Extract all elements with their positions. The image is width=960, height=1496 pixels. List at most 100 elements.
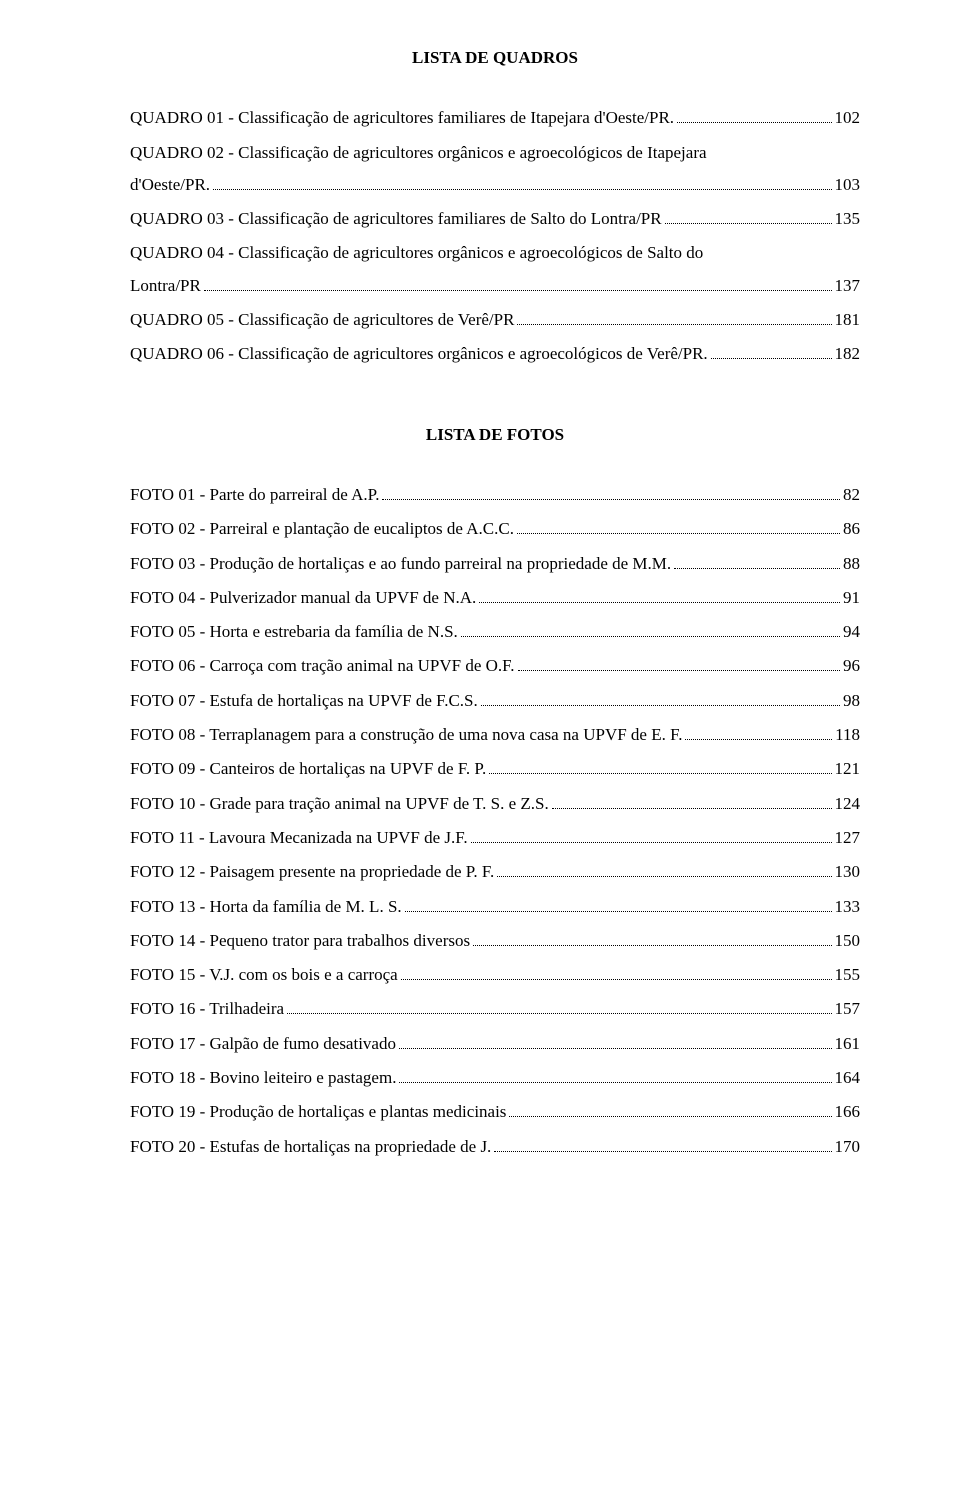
foto-entry: FOTO 01 - Parte do parreiral de A.P. 82 (130, 479, 860, 511)
quadro-entry-row: QUADRO 03 - Classificação de agricultore… (130, 203, 860, 235)
fotos-title: LISTA DE FOTOS (130, 419, 860, 451)
quadros-title: LISTA DE QUADROS (130, 42, 860, 74)
toc-dots (677, 122, 831, 123)
toc-dots (461, 636, 840, 637)
foto-entry-page: 133 (835, 891, 861, 923)
foto-entry-page: 118 (835, 719, 860, 751)
toc-dots (494, 1151, 831, 1152)
foto-entry-row: FOTO 04 - Pulverizador manual da UPVF de… (130, 582, 860, 614)
quadro-entry-label: QUADRO 06 - Classificação de agricultore… (130, 338, 708, 370)
foto-entry-label: FOTO 15 - V.J. com os bois e a carroça (130, 959, 398, 991)
foto-entry-row: FOTO 12 - Paisagem presente na proprieda… (130, 856, 860, 888)
foto-entry-row: FOTO 19 - Produção de hortaliças e plant… (130, 1096, 860, 1128)
foto-entry: FOTO 04 - Pulverizador manual da UPVF de… (130, 582, 860, 614)
foto-entry: FOTO 17 - Galpão de fumo desativado161 (130, 1028, 860, 1060)
foto-entry-page: 82 (843, 479, 860, 511)
quadro-entry: QUADRO 03 - Classificação de agricultore… (130, 203, 860, 235)
toc-dots (711, 358, 832, 359)
foto-entry: FOTO 09 - Canteiros de hortaliças na UPV… (130, 753, 860, 785)
quadro-entry-row: QUADRO 06 - Classificação de agricultore… (130, 338, 860, 370)
foto-entry: FOTO 05 - Horta e estrebaria da família … (130, 616, 860, 648)
foto-entry-label: FOTO 11 - Lavoura Mecanizada na UPVF de … (130, 822, 468, 854)
foto-entry-label: FOTO 17 - Galpão de fumo desativado (130, 1028, 396, 1060)
foto-entry-page: 98 (843, 685, 860, 717)
toc-dots (399, 1048, 832, 1049)
foto-entry-row: FOTO 14 - Pequeno trator para trabalhos … (130, 925, 860, 957)
foto-entry-label: FOTO 06 - Carroça com tração animal na U… (130, 650, 515, 682)
foto-entry-label: FOTO 01 - Parte do parreiral de A.P. (130, 479, 379, 511)
foto-entry-label: FOTO 12 - Paisagem presente na proprieda… (130, 856, 494, 888)
foto-entry-page: 127 (835, 822, 861, 854)
foto-entry-label: FOTO 18 - Bovino leiteiro e pastagem. (130, 1062, 396, 1094)
foto-entry-label: FOTO 02 - Parreiral e plantação de eucal… (130, 513, 514, 545)
foto-entry-label: FOTO 16 - Trilhadeira (130, 993, 284, 1025)
toc-dots (517, 324, 831, 325)
foto-entry-label: FOTO 04 - Pulverizador manual da UPVF de… (130, 582, 476, 614)
foto-entry-row: FOTO 17 - Galpão de fumo desativado161 (130, 1028, 860, 1060)
foto-entry-row: FOTO 07 - Estufa de hortaliças na UPVF d… (130, 685, 860, 717)
quadro-entry-label: QUADRO 01 - Classificação de agricultore… (130, 102, 674, 134)
toc-dots (382, 499, 840, 500)
foto-entry: FOTO 11 - Lavoura Mecanizada na UPVF de … (130, 822, 860, 854)
quadro-entry-page: 137 (835, 270, 861, 302)
foto-entry: FOTO 12 - Paisagem presente na proprieda… (130, 856, 860, 888)
toc-dots (204, 290, 832, 291)
quadro-entry-page: 182 (835, 338, 861, 370)
foto-entry-row: FOTO 09 - Canteiros de hortaliças na UPV… (130, 753, 860, 785)
quadro-entry-label: d'Oeste/PR. (130, 169, 210, 201)
foto-entry-label: FOTO 03 - Produção de hortaliças e ao fu… (130, 548, 671, 580)
quadro-entry: QUADRO 01 - Classificação de agricultore… (130, 102, 860, 134)
foto-entry: FOTO 13 - Horta da família de M. L. S. 1… (130, 891, 860, 923)
foto-entry: FOTO 20 - Estufas de hortaliças na propr… (130, 1131, 860, 1163)
toc-dots (685, 739, 832, 740)
foto-entry-page: 94 (843, 616, 860, 648)
quadro-entry-label: QUADRO 03 - Classificação de agricultore… (130, 203, 662, 235)
foto-entry-label: FOTO 19 - Produção de hortaliças e plant… (130, 1096, 506, 1128)
foto-entry-row: FOTO 08 - Terraplanagem para a construçã… (130, 719, 860, 751)
quadro-entry-row: d'Oeste/PR. 103 (130, 169, 860, 201)
quadro-entry: QUADRO 05 - Classificação de agricultore… (130, 304, 860, 336)
foto-entry: FOTO 14 - Pequeno trator para trabalhos … (130, 925, 860, 957)
foto-entry: FOTO 06 - Carroça com tração animal na U… (130, 650, 860, 682)
foto-entry: FOTO 08 - Terraplanagem para a construçã… (130, 719, 860, 751)
toc-dots (399, 1082, 831, 1083)
quadro-entry-text: QUADRO 04 - Classificação de agricultore… (130, 237, 860, 269)
foto-entry-page: 130 (835, 856, 861, 888)
foto-entry: FOTO 19 - Produção de hortaliças e plant… (130, 1096, 860, 1128)
foto-entry-row: FOTO 03 - Produção de hortaliças e ao fu… (130, 548, 860, 580)
toc-dots (405, 911, 832, 912)
foto-entry-page: 91 (843, 582, 860, 614)
fotos-list: FOTO 01 - Parte do parreiral de A.P.82FO… (130, 479, 860, 1163)
foto-entry-page: 150 (835, 925, 861, 957)
foto-entry-row: FOTO 01 - Parte do parreiral de A.P. 82 (130, 479, 860, 511)
foto-entry-row: FOTO 18 - Bovino leiteiro e pastagem. 16… (130, 1062, 860, 1094)
quadro-entry-page: 102 (835, 102, 861, 134)
foto-entry-row: FOTO 20 - Estufas de hortaliças na propr… (130, 1131, 860, 1163)
toc-dots (674, 568, 840, 569)
quadro-entry: QUADRO 04 - Classificação de agricultore… (130, 237, 860, 302)
quadro-entry-text: QUADRO 02 - Classificação de agricultore… (130, 137, 860, 169)
foto-entry-page: 164 (835, 1062, 861, 1094)
quadro-entry-row: QUADRO 01 - Classificação de agricultore… (130, 102, 860, 134)
toc-dots (479, 602, 840, 603)
foto-entry-row: FOTO 06 - Carroça com tração animal na U… (130, 650, 860, 682)
foto-entry-row: FOTO 05 - Horta e estrebaria da família … (130, 616, 860, 648)
foto-entry: FOTO 15 - V.J. com os bois e a carroça 1… (130, 959, 860, 991)
quadro-entry: QUADRO 06 - Classificação de agricultore… (130, 338, 860, 370)
foto-entry: FOTO 18 - Bovino leiteiro e pastagem. 16… (130, 1062, 860, 1094)
toc-dots (665, 223, 832, 224)
foto-entry-label: FOTO 14 - Pequeno trator para trabalhos … (130, 925, 470, 957)
toc-dots (213, 189, 831, 190)
foto-entry-page: 166 (835, 1096, 861, 1128)
quadro-entry-page: 103 (835, 169, 861, 201)
toc-dots (471, 842, 832, 843)
foto-entry-row: FOTO 13 - Horta da família de M. L. S. 1… (130, 891, 860, 923)
foto-entry-page: 96 (843, 650, 860, 682)
quadro-entry-row: Lontra/PR137 (130, 270, 860, 302)
foto-entry-page: 157 (835, 993, 861, 1025)
quadro-entry-row: QUADRO 05 - Classificação de agricultore… (130, 304, 860, 336)
quadro-entry-page: 181 (835, 304, 861, 336)
foto-entry-page: 155 (835, 959, 861, 991)
foto-entry: FOTO 07 - Estufa de hortaliças na UPVF d… (130, 685, 860, 717)
toc-dots (518, 670, 840, 671)
